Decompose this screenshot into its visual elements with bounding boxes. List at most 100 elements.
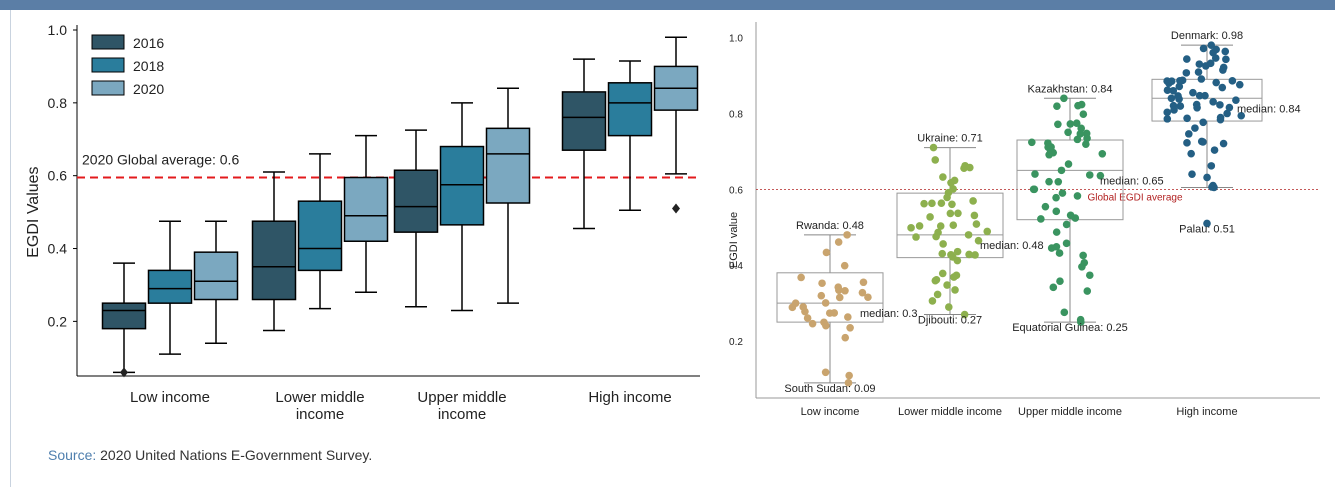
swarm-point xyxy=(1037,215,1045,223)
egdi-boxplot-by-income-chart: 0.2 0.4 0.6 0.8 1.0 EGDI Values 2020 Global av… xyxy=(25,22,700,423)
x-category-label-line: Upper middle xyxy=(417,389,506,406)
swarm-point xyxy=(835,286,843,294)
swarm-point xyxy=(951,286,959,294)
swarm-point xyxy=(1079,110,1088,118)
y-tick-label: 0.4 xyxy=(48,241,68,257)
swarm-point xyxy=(859,278,868,287)
swarm-point xyxy=(939,173,947,181)
box-2016 xyxy=(251,220,297,301)
swarm-point xyxy=(1163,86,1172,95)
swarm-point xyxy=(1082,140,1090,148)
swarm-point xyxy=(1212,78,1220,87)
swarm-point xyxy=(907,224,915,232)
legend-swatch-2016 xyxy=(91,34,125,50)
swarm-point xyxy=(1054,120,1062,129)
y-tick-label: 0.6 xyxy=(729,185,743,196)
swarm-point xyxy=(1176,76,1184,85)
swarm-point xyxy=(841,333,850,342)
legend-label: 2020 xyxy=(133,81,164,97)
swarm-point xyxy=(953,247,962,256)
swarm-point xyxy=(1199,44,1208,53)
swarm-point xyxy=(1228,77,1237,85)
x-category-label-line: High income xyxy=(588,389,671,406)
y-axis-label: EGDI value xyxy=(728,212,740,268)
swarm-point xyxy=(1045,177,1053,186)
y-tick-label: 0.4 xyxy=(729,261,743,272)
swarm-point xyxy=(966,163,974,172)
source-note: Source: 2020 United Nations E-Government… xyxy=(48,447,372,463)
x-category-label: High income xyxy=(588,389,671,406)
swarm-point xyxy=(1197,137,1206,146)
swarm-point xyxy=(945,303,953,311)
x-category-label: Lower middle income xyxy=(898,406,1002,418)
x-category-label: High income xyxy=(1176,406,1237,418)
swarm-point xyxy=(939,240,947,248)
swarm-point xyxy=(965,250,973,259)
swarm-point xyxy=(1195,60,1204,68)
x-category-label: Upper middle income xyxy=(1018,406,1122,418)
swarm-point xyxy=(912,233,920,241)
swarm-point xyxy=(1047,143,1055,151)
swarm-point xyxy=(1174,92,1182,100)
y-tick-label: 0.8 xyxy=(729,109,743,120)
swarm-point xyxy=(1029,185,1038,194)
swarm-point xyxy=(1096,171,1105,180)
swarm-point xyxy=(920,199,928,208)
swarm-point xyxy=(1060,308,1069,317)
x-category-label: Upper middle income xyxy=(417,389,506,423)
median-annotation: median: 0.48 xyxy=(980,240,1044,252)
swarm-point xyxy=(835,293,844,302)
swarm-point xyxy=(841,286,849,295)
swarm-point xyxy=(949,185,957,193)
swarm-point xyxy=(1175,82,1184,91)
swarm-point xyxy=(1085,171,1094,179)
swarm-point xyxy=(1083,287,1092,295)
swarm-point xyxy=(1194,68,1203,76)
swarm-point xyxy=(788,303,797,312)
swarm-point xyxy=(1062,220,1071,229)
swarm-point xyxy=(1066,120,1075,128)
x-category-label-line: income xyxy=(438,406,486,423)
box-2018 xyxy=(297,200,343,272)
min-annotation: Djibouti: 0.27 xyxy=(918,315,982,327)
swarm-point xyxy=(964,231,973,239)
swarm-point xyxy=(1060,94,1068,103)
swarm-point xyxy=(960,310,969,319)
swarm-point xyxy=(1197,75,1206,83)
swarm-point xyxy=(937,199,946,207)
swarm-point xyxy=(1185,130,1193,138)
swarm-point xyxy=(1195,91,1204,100)
swarm-point xyxy=(1066,211,1075,220)
swarm-point xyxy=(1183,114,1191,123)
swarm-point xyxy=(949,221,958,229)
swarm-point xyxy=(1055,249,1064,257)
swarm-point xyxy=(1208,183,1216,191)
left-border-rule xyxy=(10,10,11,487)
swarm-point xyxy=(1076,315,1085,324)
swarm-point xyxy=(846,324,854,332)
swarm-point xyxy=(1054,177,1063,186)
swarm-point xyxy=(1176,102,1185,110)
swarm-point xyxy=(1163,115,1172,123)
swarm-point xyxy=(915,222,924,230)
swarm-point xyxy=(1211,54,1220,62)
legend-swatch-2020 xyxy=(91,80,125,96)
swarm-point xyxy=(1232,96,1240,104)
box-2 xyxy=(1016,139,1124,221)
swarm-point xyxy=(803,314,812,322)
box-2020 xyxy=(343,176,389,242)
swarm-point xyxy=(1216,113,1225,122)
swarm-point xyxy=(929,143,938,152)
swarm-point xyxy=(1167,77,1176,85)
swarm-point xyxy=(969,197,977,205)
swarm-point xyxy=(1041,202,1050,211)
swarm-point xyxy=(845,371,853,380)
swarm-point xyxy=(822,321,830,330)
swarm-point xyxy=(844,379,853,387)
swarm-point xyxy=(822,248,831,257)
outlier-marker xyxy=(120,367,128,378)
x-category-label: Lower middle income xyxy=(275,389,364,423)
outlier-marker xyxy=(672,203,680,214)
swarm-point xyxy=(931,276,940,285)
swarm-point xyxy=(840,261,849,270)
